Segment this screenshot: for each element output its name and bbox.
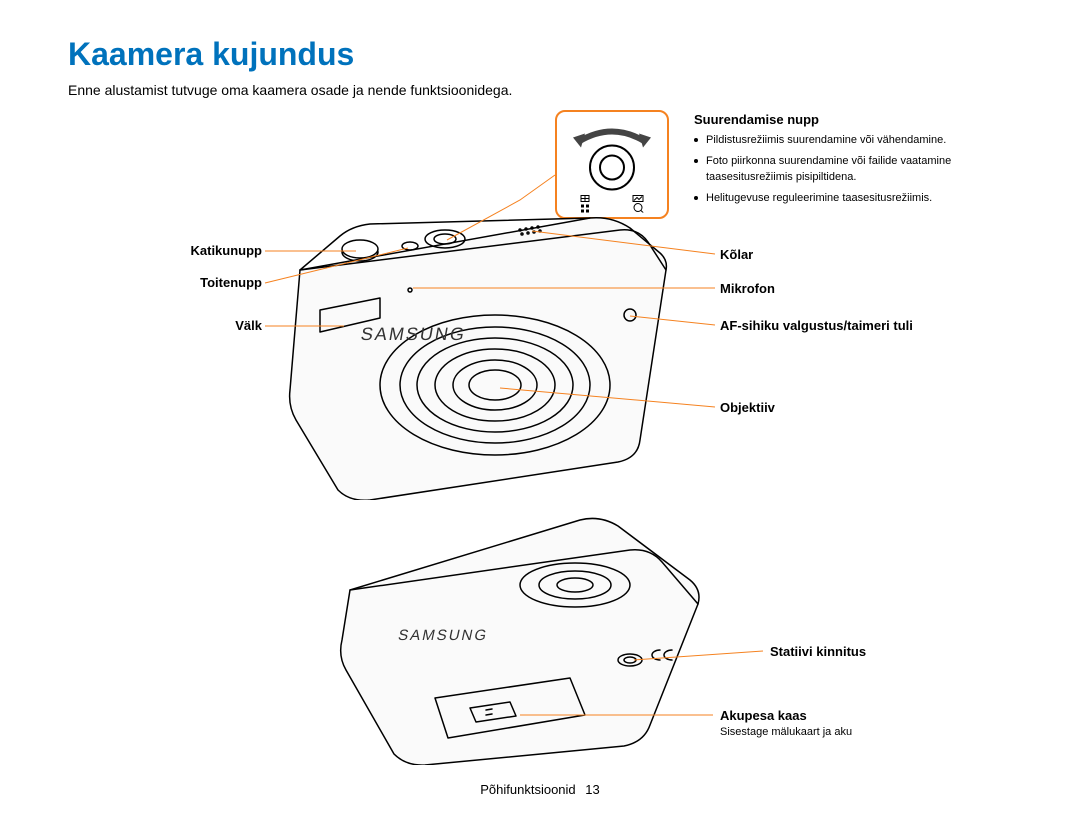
camera-front-illustration: SAMSUNG	[260, 170, 690, 500]
zoom-bullets: Pildistusrežiimis suurendamine või vähen…	[694, 132, 1034, 210]
zoom-bullet-1: Pildistusrežiimis suurendamine või vähen…	[706, 132, 946, 149]
footer-page-number: 13	[585, 782, 599, 797]
label-battery-cover: Akupesa kaas	[720, 708, 807, 723]
label-speaker: Kõlar	[720, 247, 753, 262]
label-af-light: AF-sihiku valgustus/taimeri tuli	[720, 318, 913, 333]
label-tripod: Statiivi kinnitus	[770, 644, 866, 659]
label-mic: Mikrofon	[720, 281, 775, 296]
label-shutter: Katikunupp	[182, 243, 262, 258]
label-power: Toitenupp	[182, 275, 262, 290]
footer-section: Põhifunktsioonid	[480, 782, 575, 797]
label-lens: Objektiiv	[720, 400, 775, 415]
zoom-bullet-3: Helitugevuse reguleerimine taasesitusrež…	[706, 190, 932, 207]
camera-brand-text-2: SAMSUNG	[397, 627, 490, 644]
label-battery-cover-sub: Sisestage mälukaart ja aku	[720, 726, 852, 738]
camera-brand-text-1: SAMSUNG	[359, 324, 467, 344]
camera-bottom-illustration: SAMSUNG	[330, 510, 710, 765]
page-footer: Põhifunktsioonid 13	[0, 782, 1080, 797]
page-title: Kaamera kujundus	[68, 36, 354, 73]
label-flash: Välk	[182, 318, 262, 333]
zoom-heading: Suurendamise nupp	[694, 112, 819, 127]
page-subtitle: Enne alustamist tutvuge oma kaamera osad…	[68, 82, 512, 98]
zoom-bullet-2: Foto piirkonna suurendamine või failide …	[706, 153, 1034, 186]
